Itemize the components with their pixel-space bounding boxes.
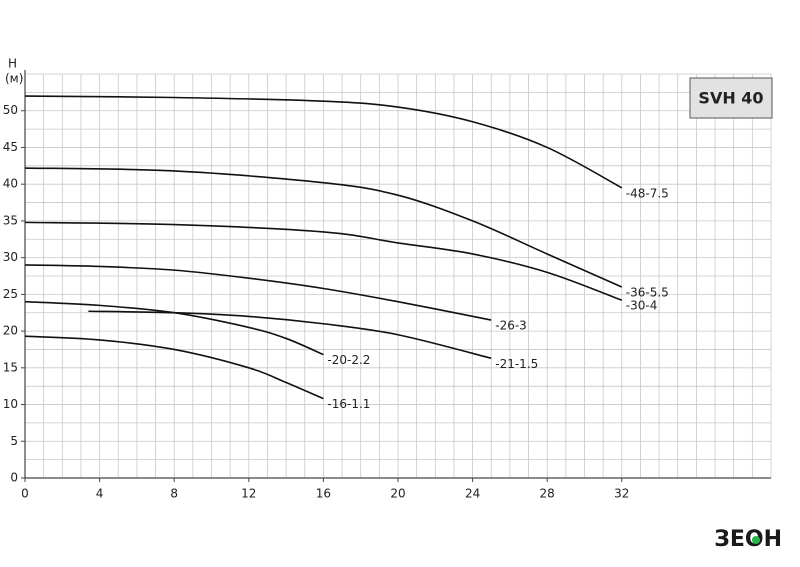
y-tick-label: 0 xyxy=(10,471,18,485)
x-tick-label: 24 xyxy=(465,487,480,501)
curve-label: -16-1.1 xyxy=(327,397,370,411)
x-tick-label: 8 xyxy=(170,487,178,501)
x-tick-label: 32 xyxy=(614,487,629,501)
y-tick-label: 5 xyxy=(10,434,18,448)
x-tick-label: 0 xyxy=(21,487,29,501)
curve xyxy=(24,264,492,321)
curve xyxy=(24,167,623,288)
curve xyxy=(24,300,324,356)
curve xyxy=(24,95,623,189)
curve-label: -36-5.5 xyxy=(626,286,669,300)
y-tick-label: 35 xyxy=(3,213,18,227)
y-axis-label: H xyxy=(8,57,17,71)
y-tick-label: 50 xyxy=(3,103,18,117)
curve-label: -20-2.2 xyxy=(327,353,370,367)
logo-dot xyxy=(752,536,760,544)
y-tick-label: 30 xyxy=(3,250,18,264)
badge: SVH 40 xyxy=(698,89,763,108)
y-tick-label: 15 xyxy=(3,360,18,374)
x-tick-label: 16 xyxy=(316,487,331,501)
curve xyxy=(24,221,623,301)
curve-label: -48-7.5 xyxy=(626,186,669,200)
curve-label: -30-4 xyxy=(626,299,658,313)
y-tick-label: 40 xyxy=(3,177,18,191)
x-tick-label: 20 xyxy=(390,487,405,501)
y-tick-label: 10 xyxy=(3,397,18,411)
badge-box xyxy=(689,77,773,119)
logo: ЗЕОН xyxy=(714,527,782,552)
y-axis-unit: (м) xyxy=(5,72,23,86)
curve xyxy=(88,310,492,360)
x-tick-label: 12 xyxy=(241,487,256,501)
x-tick-label: 28 xyxy=(540,487,555,501)
curve-label: -26-3 xyxy=(495,319,527,333)
y-tick-label: 20 xyxy=(3,324,18,338)
y-tick-label: 25 xyxy=(3,287,18,301)
x-tick-label: 4 xyxy=(96,487,104,501)
curve-label: -21-1.5 xyxy=(495,357,538,371)
curve xyxy=(24,335,324,400)
y-tick-label: 45 xyxy=(3,140,18,154)
